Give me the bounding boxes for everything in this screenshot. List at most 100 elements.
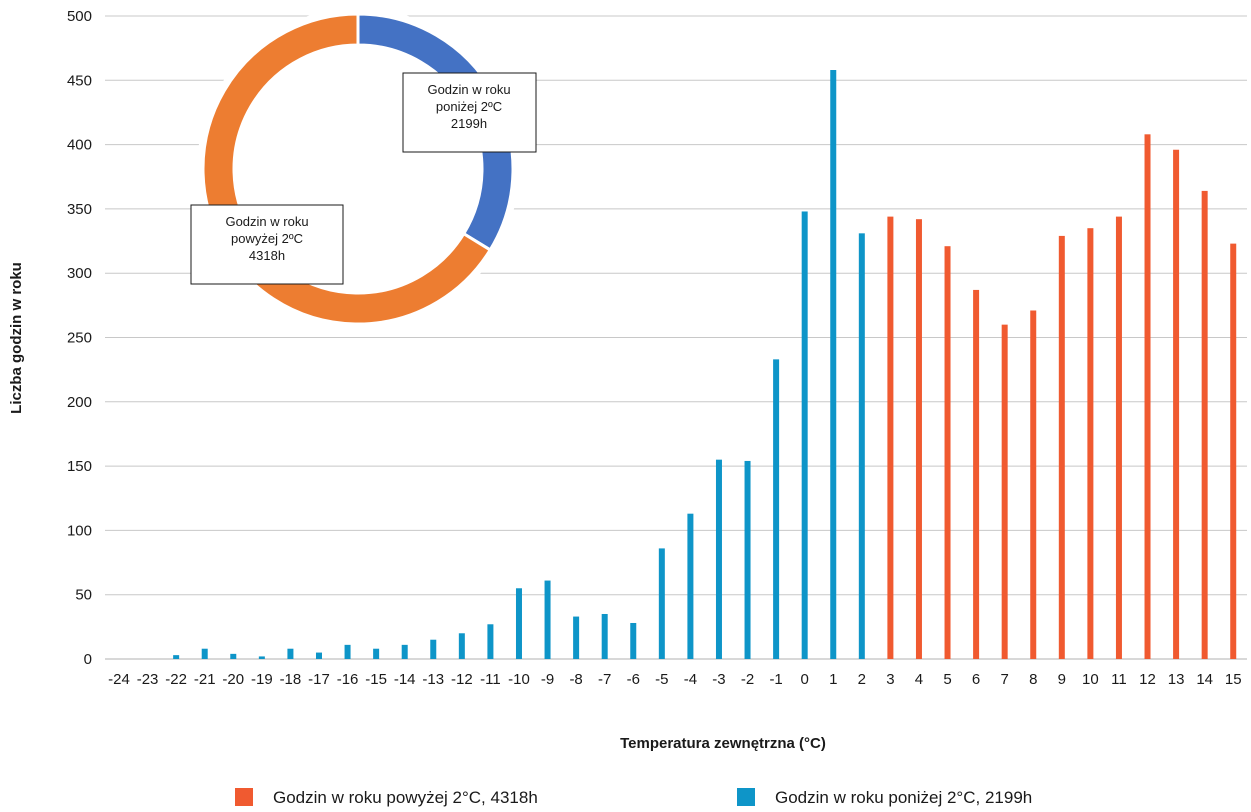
- x-tick-label: -4: [684, 671, 697, 688]
- bar: [1230, 243, 1237, 659]
- bar-series: [173, 70, 1237, 660]
- bar: [544, 580, 551, 659]
- x-tick-label: 12: [1139, 671, 1156, 688]
- x-tick-label: 11: [1111, 671, 1127, 688]
- bar: [1115, 216, 1122, 659]
- x-tick-label: 1: [829, 671, 837, 688]
- bar: [287, 648, 294, 659]
- x-tick-label: -16: [337, 671, 359, 688]
- x-tick-label: -1: [769, 671, 782, 688]
- callout-above-line-3: 4318h: [249, 248, 285, 263]
- x-tick-label: -5: [655, 671, 668, 688]
- x-tick-label: -23: [137, 671, 159, 688]
- x-tick-label: -13: [422, 671, 444, 688]
- x-tick-label: -22: [165, 671, 187, 688]
- x-tick-label: 6: [972, 671, 980, 688]
- x-tick-label: -15: [365, 671, 387, 688]
- legend-swatch-below: [737, 788, 755, 806]
- x-tick-label: -19: [251, 671, 273, 688]
- bar: [573, 616, 580, 659]
- y-tick-label: 100: [67, 522, 92, 539]
- bar: [1173, 149, 1180, 659]
- bar: [373, 648, 380, 659]
- bar: [487, 624, 494, 659]
- x-tick-label: 2: [858, 671, 866, 688]
- bar: [715, 459, 722, 659]
- bar: [1030, 310, 1037, 659]
- x-tick-label: 10: [1082, 671, 1099, 688]
- callout-above-line-1: Godzin w roku: [225, 214, 308, 229]
- bar: [887, 216, 894, 659]
- bar: [773, 359, 780, 659]
- bar: [401, 644, 408, 659]
- x-tick-label: 5: [943, 671, 951, 688]
- y-tick-label: 350: [67, 201, 92, 218]
- x-tick-label: 9: [1058, 671, 1066, 688]
- x-axis-label: Temperatura zewnętrzna (°C): [620, 735, 826, 752]
- x-tick-label: -7: [598, 671, 611, 688]
- donut-callout-below: Godzin w roku poniżej 2ºC 2199h: [402, 72, 537, 153]
- bar: [801, 211, 808, 660]
- y-tick-label: 250: [67, 330, 92, 347]
- x-tick-label: -3: [712, 671, 725, 688]
- x-tick-label: -20: [222, 671, 244, 688]
- legend-label-below: Godzin w roku poniżej 2°C, 2199h: [775, 788, 1032, 807]
- x-tick-label: -14: [394, 671, 416, 688]
- y-tick-label: 150: [67, 458, 92, 475]
- bar: [830, 70, 837, 659]
- y-tick-labels: 0 50 100 150 200 250 300 350 400 450 500: [67, 8, 92, 668]
- bar: [201, 648, 208, 659]
- x-tick-label: 3: [886, 671, 894, 688]
- y-tick-label: 450: [67, 72, 92, 89]
- x-tick-label: 0: [801, 671, 809, 688]
- legend-label-above: Godzin w roku powyżej 2°C, 4318h: [273, 788, 538, 807]
- callout-below-line-3: 2199h: [451, 116, 487, 131]
- x-tick-labels: -24 -23 -22 -21 -20 -19 -18 -17 -16 -15 -14 -13 -12-…: [108, 671, 1241, 688]
- y-tick-label: 50: [75, 587, 92, 604]
- x-tick-label: 7: [1000, 671, 1008, 688]
- bar: [515, 588, 522, 659]
- y-tick-label: 300: [67, 265, 92, 282]
- bar: [344, 644, 351, 659]
- bar: [1001, 324, 1008, 659]
- callout-above-line-2: powyżej 2ºC: [231, 231, 303, 246]
- bar: [1144, 134, 1151, 659]
- bar: [630, 622, 637, 659]
- bar: [230, 653, 237, 659]
- x-tick-label: 15: [1225, 671, 1242, 688]
- bar: [458, 633, 465, 659]
- x-tick-label: -18: [280, 671, 302, 688]
- bar: [687, 513, 694, 659]
- y-tick-label: 200: [67, 394, 92, 411]
- bar: [1058, 235, 1065, 659]
- bar: [744, 460, 751, 659]
- bar: [173, 655, 180, 659]
- bar: [858, 233, 865, 660]
- bar: [315, 652, 322, 659]
- bar: [915, 219, 922, 660]
- x-tick-label: -9: [541, 671, 554, 688]
- bar: [1087, 228, 1094, 659]
- x-tick-label: 14: [1196, 671, 1213, 688]
- bar: [1201, 190, 1208, 659]
- y-axis-label: Liczba godzin w roku: [8, 262, 25, 414]
- legend-swatch-above: [235, 788, 253, 806]
- x-tick-label: -21: [194, 671, 216, 688]
- y-tick-label: 0: [84, 651, 92, 668]
- bar: [258, 656, 265, 659]
- bar: [973, 289, 980, 659]
- x-tick-label: -17: [308, 671, 330, 688]
- donut-callout-above: Godzin w roku powyżej 2ºC 4318h: [190, 204, 344, 285]
- x-tick-label: -12: [451, 671, 473, 688]
- callout-below-line-1: Godzin w roku: [427, 82, 510, 97]
- bar: [658, 548, 665, 659]
- bar: [430, 639, 437, 659]
- y-tick-label: 400: [67, 137, 92, 154]
- x-tick-label: -2: [741, 671, 754, 688]
- bar: [601, 613, 608, 659]
- x-tick-label: -6: [627, 671, 640, 688]
- x-tick-label: -8: [569, 671, 582, 688]
- bar: [944, 246, 951, 659]
- x-tick-label: -10: [508, 671, 530, 688]
